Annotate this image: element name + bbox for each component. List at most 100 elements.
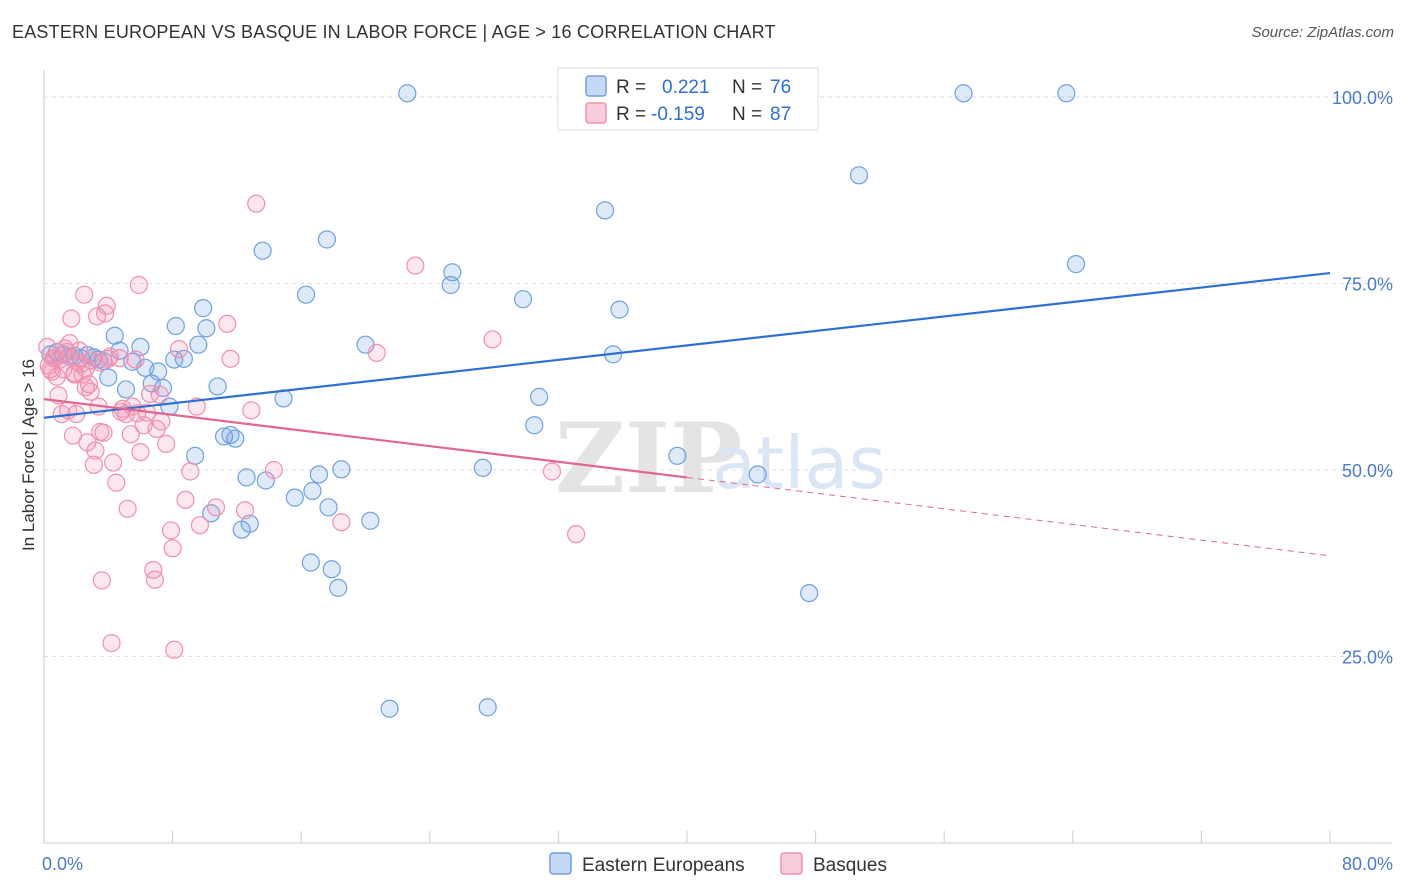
series-eastern-europeans	[41, 84, 1086, 718]
trend-line-extrapolated	[686, 476, 1331, 557]
data-point	[157, 434, 176, 453]
legend-r-value-0: 0.221	[662, 77, 710, 98]
data-point	[126, 350, 145, 369]
data-point	[610, 300, 629, 319]
data-point	[367, 343, 386, 362]
data-point	[513, 290, 533, 309]
bottom-legend-swatch-blue	[549, 852, 572, 875]
data-point	[301, 553, 320, 572]
data-point	[197, 319, 216, 338]
data-point	[104, 453, 123, 472]
data-point	[129, 275, 148, 295]
legend-n-label-0: N =	[732, 77, 762, 98]
data-point	[398, 84, 417, 103]
data-point	[174, 349, 193, 368]
data-point	[46, 349, 65, 368]
data-point	[92, 571, 111, 590]
data-point	[194, 299, 213, 318]
trend-line	[43, 398, 688, 479]
data-point	[60, 334, 79, 353]
data-point	[186, 446, 205, 465]
data-point	[149, 362, 168, 381]
legend-swatch-pink	[585, 102, 607, 124]
data-point	[332, 460, 351, 479]
data-point	[131, 442, 150, 462]
data-point	[75, 285, 94, 304]
data-point	[70, 341, 89, 360]
data-point	[247, 194, 266, 213]
data-point	[150, 385, 169, 404]
data-point	[97, 296, 116, 315]
data-point	[242, 401, 261, 420]
data-point	[221, 349, 240, 368]
legend-n-value-0: 76	[770, 77, 791, 98]
data-point	[406, 256, 425, 275]
data-point	[47, 367, 66, 386]
data-point	[62, 309, 81, 328]
data-point	[41, 360, 60, 379]
source-credit: Source: ZipAtlas.com	[1251, 24, 1394, 41]
data-point	[309, 465, 328, 484]
data-point	[121, 425, 140, 444]
data-point	[441, 275, 460, 295]
data-point	[253, 241, 272, 260]
watermark-zip: ZIP	[555, 402, 742, 515]
data-point	[595, 201, 615, 220]
data-point	[566, 525, 586, 544]
data-point	[79, 375, 99, 394]
correlation-legend: R = 0.221 N = 76 R = -0.159 N = 87	[557, 67, 819, 131]
data-point	[361, 511, 380, 530]
data-point	[118, 499, 137, 518]
trend-line	[43, 271, 1331, 419]
data-point	[181, 462, 200, 481]
data-point	[483, 330, 502, 349]
data-point	[99, 368, 118, 387]
data-point	[152, 412, 171, 431]
data-point	[176, 490, 195, 509]
data-point	[285, 488, 304, 507]
data-point	[226, 429, 245, 448]
data-point	[1057, 84, 1076, 103]
data-point	[140, 384, 160, 404]
data-point	[187, 397, 206, 416]
data-point	[542, 462, 562, 481]
legend-r-value-1: -0.159	[651, 104, 705, 125]
data-point	[237, 468, 256, 487]
data-point	[190, 516, 210, 535]
axes	[43, 70, 1392, 844]
data-point	[116, 380, 136, 399]
data-point	[95, 304, 115, 323]
series-basques	[38, 194, 586, 659]
data-point	[76, 378, 95, 397]
data-point	[163, 539, 182, 558]
x-tick-label: 0.0%	[42, 854, 83, 874]
data-point	[530, 387, 549, 406]
y-tick-label: 75.0%	[1342, 275, 1393, 295]
legend-r-label-0: R =	[616, 77, 646, 98]
data-point	[165, 640, 184, 659]
watermark-atlas: atlas	[712, 421, 886, 505]
legend-n-value-1: 87	[770, 104, 791, 125]
data-point	[317, 230, 337, 249]
data-point	[668, 446, 687, 465]
y-tick-label: 100.0%	[1332, 88, 1393, 108]
chart-title: EASTERN EUROPEAN VS BASQUE IN LABOR FORC…	[12, 22, 776, 42]
data-point	[322, 560, 341, 579]
legend-swatch-blue	[585, 75, 607, 97]
data-point	[86, 441, 105, 460]
bottom-legend-label-1: Basques	[813, 855, 887, 876]
data-point	[525, 416, 544, 435]
legend-n-label-1: N =	[732, 104, 762, 125]
trend-lines	[43, 271, 1331, 557]
data-point	[380, 699, 399, 718]
data-point	[264, 460, 283, 480]
bottom-legend-swatch-pink	[780, 852, 803, 875]
data-point	[110, 349, 129, 368]
data-point	[473, 458, 492, 477]
y-tick-label: 25.0%	[1342, 648, 1393, 668]
data-point	[100, 347, 120, 366]
data-point	[169, 340, 189, 359]
data-point	[91, 422, 110, 442]
y-axis-label: In Labor Force | Age > 16	[19, 359, 38, 551]
